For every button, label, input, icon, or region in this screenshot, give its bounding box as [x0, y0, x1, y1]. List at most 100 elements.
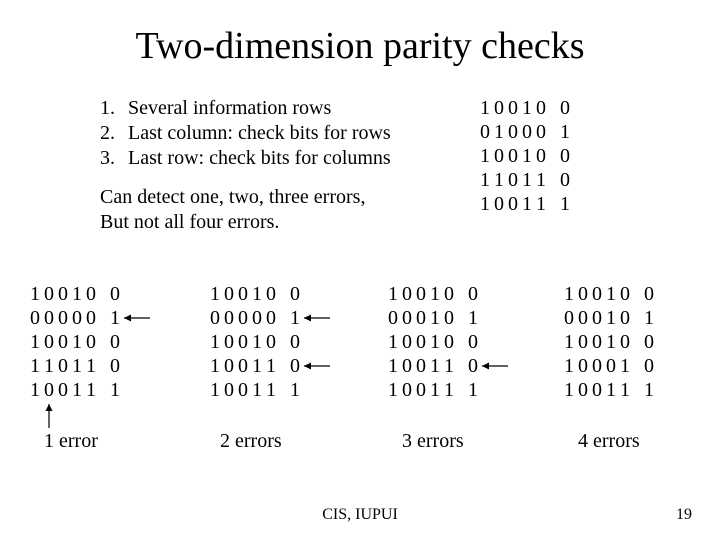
matrix-row: 100100 [208, 330, 378, 354]
matrix-cell: 0 [604, 354, 618, 378]
matrix-gap [456, 354, 466, 378]
matrix-cell: 0 [400, 330, 414, 354]
matrix-cell: 0 [84, 330, 98, 354]
parity-cell: 1 [466, 306, 480, 330]
top-parity-matrix: 100100010001100100110110100111 [478, 96, 572, 216]
matrix-row: 100111 [28, 378, 198, 402]
matrix-cell: 1 [478, 168, 492, 192]
matrix-cell: 1 [386, 330, 400, 354]
matrix-cell: 0 [576, 330, 590, 354]
matrix-cell: 1 [428, 282, 442, 306]
parity-cell: 1 [108, 378, 122, 402]
parity-cell: 0 [558, 168, 572, 192]
matrix-cell: 0 [414, 306, 428, 330]
matrix-row: 100111 [478, 192, 572, 216]
matrix-row: 000101 [386, 306, 556, 330]
example-block-3-errors: 100100000101100100100110100111 [386, 282, 556, 402]
parity-cell: 0 [288, 330, 302, 354]
description-block: 1. Several information rows 2. Last colu… [100, 96, 470, 235]
matrix-cell: 0 [208, 306, 222, 330]
matrix-cell: 1 [428, 378, 442, 402]
matrix-cell: 0 [590, 354, 604, 378]
matrix-cell: 0 [414, 378, 428, 402]
list-num: 3. [100, 146, 128, 171]
matrix-cell: 0 [492, 96, 506, 120]
matrix-cell: 0 [400, 306, 414, 330]
example-row: 100100000001100100110110100111 100100000… [0, 282, 720, 452]
list-num: 1. [100, 96, 128, 121]
matrix-row: 100100 [208, 282, 378, 306]
list-text: Last row: check bits for columns [128, 146, 391, 171]
page-number: 19 [676, 506, 692, 524]
numbered-list: 1. Several information rows 2. Last colu… [100, 96, 391, 171]
caption-3-errors: 3 errors [402, 430, 464, 453]
matrix-gap [278, 282, 288, 306]
matrix-cell: 0 [42, 378, 56, 402]
matrix-row: 100110 [386, 354, 556, 378]
matrix-cell: 0 [506, 192, 520, 216]
matrix-cell: 0 [264, 330, 278, 354]
matrix-cell: 1 [562, 282, 576, 306]
matrix-cell: 1 [70, 282, 84, 306]
matrix-gap [632, 378, 642, 402]
matrix-cell: 0 [534, 96, 548, 120]
example-block-1-error: 100100000001100100110110100111 [28, 282, 198, 402]
matrix-row: 100100 [28, 282, 198, 306]
matrix-cell: 1 [618, 378, 632, 402]
matrix-gap [548, 120, 558, 144]
matrix-cell: 0 [506, 144, 520, 168]
matrix-cell: 1 [604, 306, 618, 330]
matrix-cell: 0 [222, 306, 236, 330]
matrix-cell: 0 [264, 306, 278, 330]
matrix-cell: 1 [520, 144, 534, 168]
matrix-cell: 0 [576, 354, 590, 378]
matrix-cell: 1 [562, 354, 576, 378]
matrix-cell: 0 [236, 330, 250, 354]
matrix-cell: 0 [414, 282, 428, 306]
matrix-cell: 0 [84, 282, 98, 306]
parity-cell: 0 [108, 354, 122, 378]
matrix-cell: 1 [492, 120, 506, 144]
matrix-cell: 0 [400, 354, 414, 378]
matrix-cell: 0 [42, 306, 56, 330]
matrix-cell: 1 [604, 330, 618, 354]
matrix-4-errors: 100100000101100100100010100111 [562, 282, 720, 402]
matrix-cell: 0 [442, 330, 456, 354]
matrix-cell: 1 [70, 354, 84, 378]
matrix-cell: 1 [442, 378, 456, 402]
caption-1-error: 1 error [44, 430, 98, 453]
matrix-cell: 0 [534, 144, 548, 168]
matrix-gap [548, 168, 558, 192]
matrix-cell: 1 [386, 378, 400, 402]
matrix-gap [548, 144, 558, 168]
matrix-row: 100111 [562, 378, 720, 402]
matrix-cell: 0 [576, 282, 590, 306]
matrix-row: 100111 [386, 378, 556, 402]
slide: Two-dimension parity checks 1. Several i… [0, 0, 720, 540]
arrows-overlay-icon [0, 0, 720, 540]
parity-cell: 0 [642, 282, 656, 306]
footer-center: CIS, IUPUI [0, 506, 720, 524]
matrix-cell: 0 [576, 306, 590, 330]
matrix-cell: 1 [208, 282, 222, 306]
matrix-cell: 0 [414, 354, 428, 378]
matrix-cell: 0 [84, 306, 98, 330]
matrix-cell: 0 [618, 330, 632, 354]
matrix-row: 110110 [478, 168, 572, 192]
matrix-cell: 1 [70, 330, 84, 354]
matrix-cell: 1 [520, 96, 534, 120]
matrix-row: 100100 [562, 282, 720, 306]
matrix-cell: 1 [84, 378, 98, 402]
matrix-gap [98, 330, 108, 354]
matrix-cell: 0 [42, 330, 56, 354]
parity-cell: 1 [108, 306, 122, 330]
matrix-row: 000101 [562, 306, 720, 330]
matrix-cell: 1 [520, 192, 534, 216]
matrix-gap [456, 282, 466, 306]
parity-cell: 0 [288, 282, 302, 306]
matrix-cell: 1 [618, 354, 632, 378]
matrix-cell: 0 [56, 330, 70, 354]
matrix-row: 100110 [208, 354, 378, 378]
matrix-cell: 0 [506, 120, 520, 144]
matrix-cell: 0 [236, 378, 250, 402]
